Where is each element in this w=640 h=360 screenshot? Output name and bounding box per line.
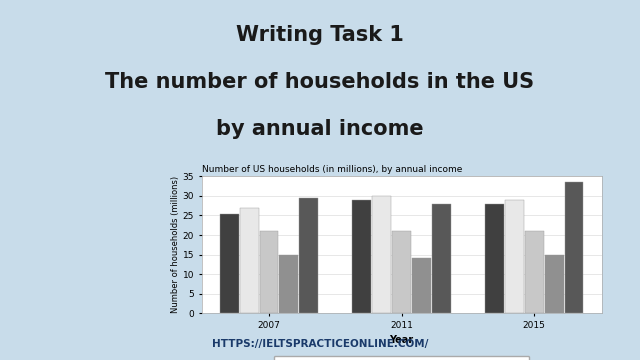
Bar bbox=[392, 231, 411, 313]
Bar bbox=[280, 255, 298, 313]
Text: The number of households in the US: The number of households in the US bbox=[106, 72, 534, 92]
Bar bbox=[260, 231, 278, 313]
Text: HTTPS://IELTSPRACTICEONLINE.COM/: HTTPS://IELTSPRACTICEONLINE.COM/ bbox=[212, 339, 428, 349]
Bar bbox=[220, 213, 239, 313]
Bar bbox=[505, 200, 524, 313]
Bar bbox=[525, 231, 543, 313]
Text: Writing Task 1: Writing Task 1 bbox=[236, 25, 404, 45]
Text: by annual income: by annual income bbox=[216, 119, 424, 139]
Y-axis label: Number of households (millions): Number of households (millions) bbox=[171, 176, 180, 313]
X-axis label: Year: Year bbox=[390, 336, 413, 345]
Text: Number of US households (in millions), by annual income: Number of US households (in millions), b… bbox=[202, 165, 462, 174]
Bar bbox=[412, 258, 431, 313]
Bar bbox=[353, 200, 371, 313]
Bar bbox=[432, 204, 451, 313]
Bar bbox=[300, 198, 318, 313]
Bar bbox=[564, 182, 584, 313]
Bar bbox=[372, 196, 391, 313]
Bar bbox=[239, 208, 259, 313]
Bar bbox=[485, 204, 504, 313]
Bar bbox=[545, 255, 564, 313]
Legend: Less than $25,000, $25,000–$49,999, $50,000–$74,999, $75,000–$99,999, $100,000 o: Less than $25,000, $25,000–$49,999, $50,… bbox=[274, 356, 529, 360]
